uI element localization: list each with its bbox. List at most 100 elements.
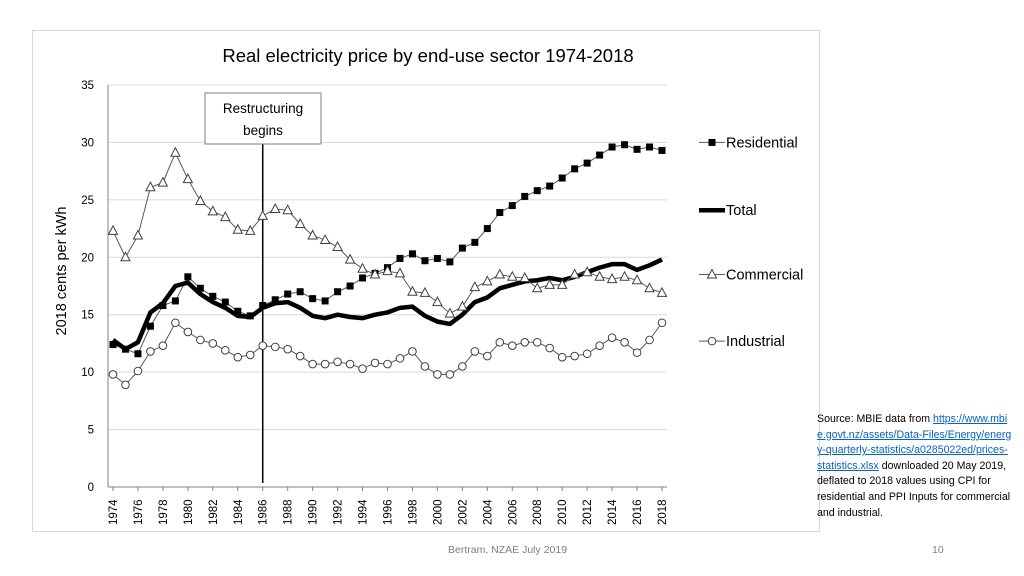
- data-point-triangle: [569, 268, 580, 279]
- data-point-square: [596, 151, 604, 159]
- data-point-square: [346, 282, 354, 290]
- data-point-triangle: [382, 264, 393, 276]
- data-point-circle: [557, 352, 567, 362]
- x-tick-label: 2012: [582, 499, 594, 525]
- data-point-square: [533, 187, 541, 195]
- data-point-square: [359, 274, 367, 282]
- legend-item-commercial: Commercial: [699, 268, 803, 284]
- data-point-triangle: [145, 181, 156, 192]
- data-point-square: [571, 165, 579, 173]
- data-point-circle: [220, 346, 230, 355]
- x-tick-label: 1992: [333, 499, 345, 525]
- data-point-circle: [320, 359, 330, 369]
- y-tick-label: 10: [81, 367, 94, 379]
- series-line-industrial: [112, 322, 663, 386]
- data-point-circle: [483, 351, 492, 361]
- data-point-circle: [171, 318, 180, 328]
- data-point-circle: [158, 341, 168, 351]
- data-point-triangle: [494, 268, 506, 279]
- data-point-triangle: [481, 275, 493, 286]
- legend-label: Commercial: [726, 268, 803, 284]
- data-point-square: [608, 143, 616, 151]
- data-point-triangle: [182, 173, 194, 184]
- data-point-square: [196, 284, 204, 292]
- data-point-square: [408, 250, 416, 258]
- x-tick-label: 1996: [383, 499, 395, 525]
- source-note: Source: MBIE data from https://www.mbie.…: [817, 412, 1012, 521]
- data-point-circle: [495, 337, 505, 347]
- data-point-circle: [108, 370, 118, 379]
- x-tick-label: 2010: [557, 499, 569, 525]
- data-point-triangle: [319, 233, 331, 245]
- chart-title: Real electricity price by end-use sector…: [222, 45, 633, 66]
- data-point-circle: [270, 342, 280, 352]
- data-point-circle: [545, 343, 555, 353]
- data-point-circle: [233, 352, 243, 362]
- data-point-square: [134, 350, 142, 358]
- data-point-circle: [121, 380, 130, 390]
- data-point-circle: [632, 348, 642, 357]
- y-axis-label: 2018 cents per kWh: [54, 207, 70, 336]
- data-point-triangle: [594, 270, 605, 281]
- x-tick-label: 2008: [532, 499, 544, 525]
- data-point-triangle: [656, 286, 668, 297]
- data-point-triangle: [606, 273, 618, 284]
- data-point-circle: [183, 327, 193, 337]
- data-point-triangle: [519, 271, 531, 282]
- data-point-square: [296, 288, 304, 296]
- data-point-circle: [133, 366, 143, 376]
- data-point-circle: [520, 337, 530, 347]
- y-tick-label: 30: [81, 137, 94, 149]
- line-chart: Real electricity price by end-use sector…: [54, 45, 803, 525]
- data-point-triangle: [294, 217, 306, 228]
- annotation-box: [204, 92, 322, 145]
- data-point-square: [496, 208, 504, 216]
- data-point-triangle: [282, 204, 294, 215]
- data-point-triangle: [219, 211, 231, 222]
- data-point-square: [234, 307, 242, 315]
- source-suffix: downloaded 20 May 2019, deflated to 2018…: [817, 459, 1011, 519]
- data-point-triangle: [444, 307, 456, 318]
- data-point-square: [171, 297, 179, 305]
- data-point-circle: [208, 339, 218, 348]
- data-point-circle: [383, 359, 392, 369]
- y-tick-label: 5: [88, 425, 94, 437]
- data-point-square: [421, 257, 429, 265]
- data-point-circle: [420, 362, 430, 371]
- footer-text: Bertram, NZAE July 2019: [448, 544, 568, 556]
- data-point-square: [633, 145, 641, 153]
- data-point-circle: [146, 347, 155, 356]
- annotation-text: Restructuring: [223, 101, 303, 116]
- x-tick-label: 2018: [657, 499, 669, 525]
- data-point-triangle: [407, 285, 418, 296]
- data-point-square: [646, 143, 654, 151]
- source-link[interactable]: https://www.mbie.govt.nz/assets/Data-Fil…: [817, 413, 1012, 472]
- x-tick-label: 2014: [607, 499, 619, 525]
- data-point-circle: [308, 359, 317, 369]
- data-point-circle: [258, 341, 268, 351]
- chart-frame: Real electricity price by end-use sector…: [32, 30, 820, 532]
- data-point-triangle: [232, 223, 244, 234]
- data-point-triangle: [432, 296, 443, 307]
- data-point-triangle: [419, 286, 431, 297]
- data-point-circle: [458, 362, 467, 371]
- data-point-circle: [358, 364, 367, 373]
- data-point-triangle: [457, 300, 468, 311]
- data-point-circle: [645, 335, 654, 345]
- data-point-triangle: [195, 194, 206, 206]
- y-tick-label: 15: [81, 310, 94, 322]
- data-point-triangle: [556, 278, 568, 289]
- data-point-circle: [408, 347, 417, 356]
- y-tick-label: 0: [88, 482, 94, 494]
- x-tick-label: 2002: [457, 499, 469, 525]
- data-point-square: [708, 138, 716, 146]
- x-tick-label: 2000: [432, 499, 444, 525]
- x-tick-label: 1980: [183, 499, 195, 525]
- data-point-triangle: [170, 146, 181, 157]
- data-point-triangle: [307, 229, 318, 240]
- data-point-triangle: [269, 202, 281, 214]
- data-point-circle: [607, 333, 617, 342]
- data-point-triangle: [332, 240, 343, 251]
- series-industrial: [108, 318, 667, 390]
- data-point-triangle: [706, 268, 718, 279]
